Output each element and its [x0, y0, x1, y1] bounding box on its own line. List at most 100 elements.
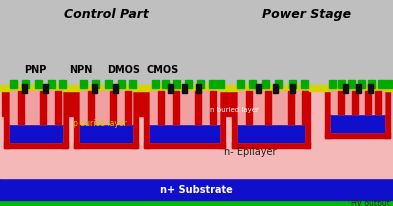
Bar [0, 200, 393, 206]
Bar [173, 91, 179, 124]
Bar [150, 124, 219, 142]
Bar [368, 81, 375, 89]
Bar [338, 91, 344, 115]
Bar [162, 81, 169, 89]
Bar [18, 91, 24, 124]
Bar [2, 87, 257, 116]
Bar [219, 91, 225, 148]
Bar [348, 81, 355, 89]
Bar [92, 81, 99, 89]
Bar [43, 85, 48, 94]
Bar [338, 81, 345, 89]
Bar [152, 81, 159, 89]
Bar [265, 91, 271, 124]
Bar [10, 91, 62, 142]
Bar [88, 91, 94, 124]
Text: n+ Substrate: n+ Substrate [160, 184, 232, 194]
Bar [22, 85, 27, 94]
Text: Control Part: Control Part [64, 7, 149, 20]
Bar [48, 81, 55, 89]
Bar [331, 91, 384, 132]
Bar [80, 81, 87, 89]
Bar [238, 91, 304, 142]
Bar [74, 142, 138, 148]
Bar [304, 91, 310, 148]
Bar [302, 91, 308, 124]
Bar [4, 142, 68, 148]
Bar [182, 85, 187, 94]
Bar [0, 89, 393, 178]
Bar [129, 81, 136, 89]
Bar [113, 85, 118, 94]
Bar [0, 85, 393, 91]
Text: PNP: PNP [24, 65, 46, 75]
Bar [343, 85, 348, 94]
Bar [246, 91, 252, 124]
Bar [290, 85, 295, 94]
Bar [368, 85, 373, 94]
Bar [329, 81, 336, 89]
Bar [325, 91, 331, 138]
Bar [232, 91, 238, 148]
Bar [273, 85, 278, 94]
Bar [173, 81, 180, 89]
Bar [358, 81, 365, 89]
Bar [185, 81, 192, 89]
Bar [217, 81, 224, 89]
Bar [301, 81, 308, 89]
Bar [378, 81, 385, 89]
Text: HV output: HV output [351, 199, 390, 206]
Bar [0, 178, 393, 200]
Bar [10, 81, 17, 89]
Bar [80, 124, 132, 142]
Bar [356, 85, 361, 94]
Bar [118, 81, 125, 89]
Bar [352, 91, 358, 115]
Text: n buried layer: n buried layer [210, 107, 259, 112]
Bar [197, 81, 204, 89]
Bar [385, 81, 392, 89]
Bar [238, 91, 304, 124]
Bar [158, 91, 164, 124]
Bar [288, 91, 294, 124]
Bar [150, 91, 219, 142]
Bar [74, 91, 80, 148]
Text: DMOS: DMOS [107, 65, 140, 75]
Bar [237, 81, 244, 89]
Bar [55, 91, 61, 124]
Bar [325, 132, 390, 138]
Bar [150, 91, 219, 124]
Bar [92, 85, 97, 94]
Text: Power Stage: Power Stage [262, 7, 351, 20]
Text: p buried layer: p buried layer [73, 119, 127, 128]
Bar [195, 91, 201, 124]
Bar [256, 85, 261, 94]
Bar [80, 91, 132, 142]
Bar [10, 124, 62, 142]
Bar [262, 81, 269, 89]
Text: NPN: NPN [69, 65, 92, 75]
Bar [168, 85, 173, 94]
Bar [62, 91, 68, 148]
Text: n- Epilayer: n- Epilayer [224, 146, 276, 156]
Bar [196, 85, 201, 94]
Bar [10, 91, 62, 124]
Bar [238, 124, 304, 142]
Bar [40, 91, 46, 124]
Bar [209, 81, 216, 89]
Bar [0, 0, 393, 89]
Bar [132, 91, 138, 148]
Bar [275, 81, 282, 89]
Bar [249, 81, 256, 89]
Bar [365, 91, 371, 115]
Bar [144, 91, 150, 148]
Bar [110, 91, 116, 124]
Bar [4, 91, 10, 148]
Bar [105, 81, 112, 89]
Bar [289, 81, 296, 89]
Bar [144, 142, 225, 148]
Bar [375, 91, 381, 115]
Text: CMOS: CMOS [147, 65, 179, 75]
Bar [22, 81, 29, 89]
Bar [35, 81, 42, 89]
